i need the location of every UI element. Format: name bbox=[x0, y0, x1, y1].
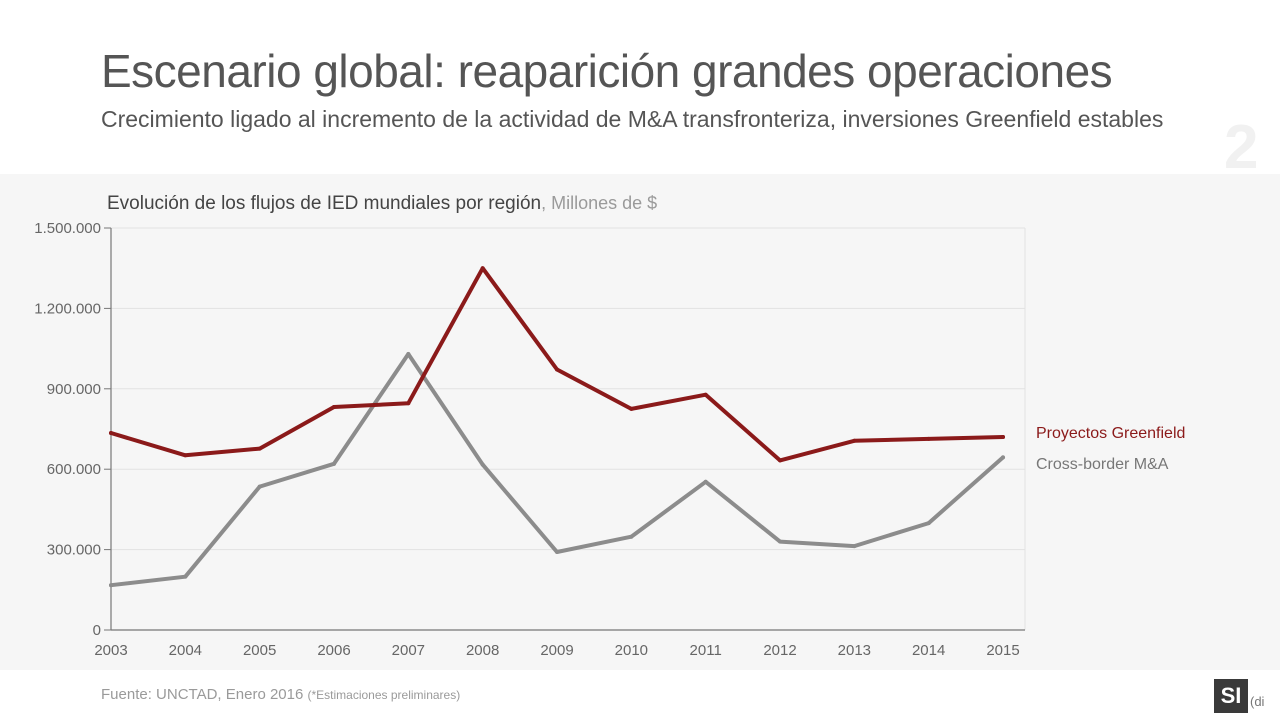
data-point bbox=[332, 461, 336, 466]
y-tick-label: 300.000 bbox=[47, 542, 101, 559]
data-point bbox=[183, 574, 188, 579]
data-point bbox=[1001, 455, 1005, 460]
x-tick-label: 2014 bbox=[912, 642, 945, 659]
data-point bbox=[778, 458, 782, 463]
page-subtitle: Crecimiento ligado al incremento de la a… bbox=[101, 106, 1164, 132]
x-tick-label: 2010 bbox=[615, 642, 648, 659]
source-note: Fuente: UNCTAD, Enero 2016 (*Estimacione… bbox=[101, 686, 460, 703]
data-point bbox=[555, 367, 559, 372]
data-point bbox=[555, 550, 559, 555]
data-point bbox=[183, 453, 188, 458]
slide-number: 2 bbox=[1224, 113, 1259, 182]
data-point bbox=[629, 534, 634, 539]
data-point bbox=[109, 583, 113, 588]
y-tick-label: 1.200.000 bbox=[34, 300, 101, 317]
series-proyectos-greenfield bbox=[109, 266, 1005, 463]
x-tick-label: 2011 bbox=[690, 642, 722, 659]
data-point bbox=[480, 462, 485, 467]
x-tick-label: 2013 bbox=[838, 642, 871, 659]
y-tick-label: 900.000 bbox=[47, 381, 101, 398]
data-point bbox=[1001, 435, 1005, 440]
y-tick-label: 600.000 bbox=[47, 461, 101, 478]
brand-logo: SI bbox=[1214, 679, 1248, 713]
x-tick-label: 2008 bbox=[466, 642, 499, 659]
data-point bbox=[852, 438, 857, 443]
data-point bbox=[257, 484, 262, 489]
x-tick-label: 2006 bbox=[317, 642, 350, 659]
chart-title: Evolución de los flujos de IED mundiales… bbox=[107, 193, 657, 215]
x-tick-label: 2005 bbox=[243, 642, 276, 659]
series-cross-border-m-a bbox=[109, 351, 1005, 588]
x-tick-label: 2009 bbox=[540, 642, 573, 659]
plot-area bbox=[111, 228, 1025, 630]
data-point bbox=[852, 544, 857, 549]
y-tick-label: 0 bbox=[93, 622, 101, 639]
data-point bbox=[406, 351, 411, 356]
data-point bbox=[406, 401, 411, 406]
data-point bbox=[109, 431, 113, 436]
data-point bbox=[480, 266, 485, 271]
x-tick-label: 2007 bbox=[392, 642, 425, 659]
data-point bbox=[926, 521, 931, 526]
legend-entry: Cross-border M&A bbox=[1036, 456, 1169, 473]
chart-title-text: Evolución de los flujos de IED mundiales… bbox=[107, 193, 542, 214]
x-tick-label: 2012 bbox=[763, 642, 796, 659]
data-point bbox=[332, 405, 336, 410]
y-tick-label: 1.500.000 bbox=[34, 220, 101, 237]
data-point bbox=[703, 392, 708, 397]
x-tick-label: 2015 bbox=[986, 642, 1019, 659]
data-point bbox=[629, 406, 634, 411]
legend-entry: Proyectos Greenfield bbox=[1036, 425, 1185, 442]
brand-logo-suffix: (di bbox=[1250, 694, 1265, 709]
source-footnote: (*Estimaciones preliminares) bbox=[307, 688, 461, 702]
data-point bbox=[703, 479, 708, 484]
x-tick-label: 2004 bbox=[169, 642, 202, 659]
data-point bbox=[257, 446, 262, 451]
data-point bbox=[926, 436, 931, 441]
source-text: Fuente: UNCTAD, Enero 2016 bbox=[101, 686, 304, 703]
x-tick-label: 2003 bbox=[94, 642, 127, 659]
data-point bbox=[778, 539, 782, 544]
page-title: Escenario global: reaparición grandes op… bbox=[101, 45, 1113, 97]
chart-unit: , Millones de $ bbox=[541, 193, 658, 213]
